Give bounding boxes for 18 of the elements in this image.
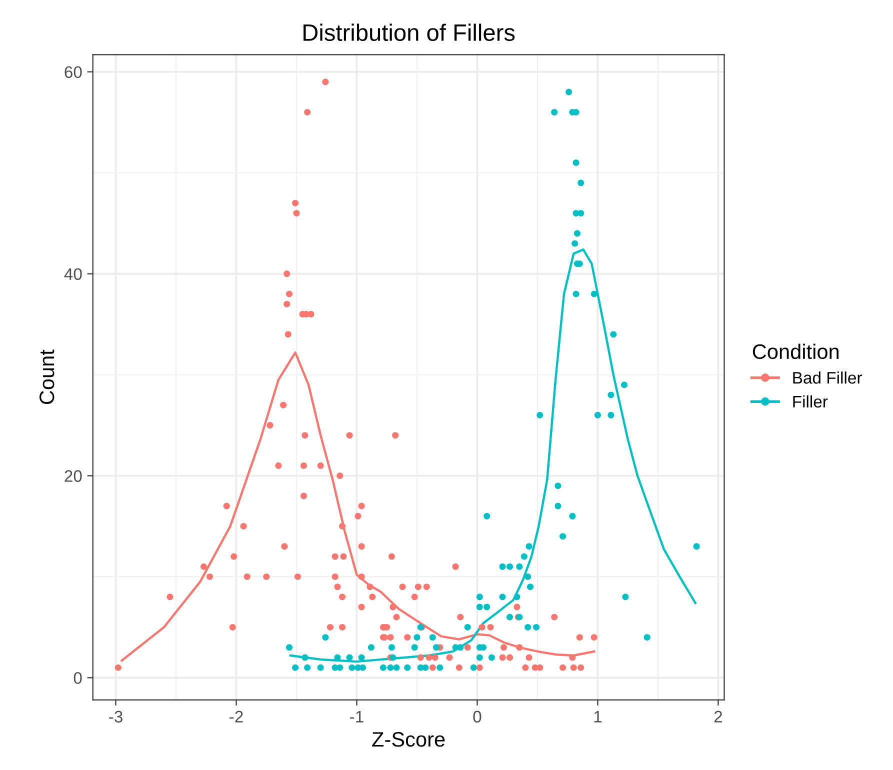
line-series bbox=[120, 351, 596, 662]
legend-label: Filler bbox=[793, 395, 828, 408]
y-tick-label: 0 bbox=[74, 672, 82, 684]
x-tick-label: 1 bbox=[594, 710, 602, 722]
x-tick-label: -2 bbox=[230, 710, 243, 722]
y-axis-title: Count bbox=[39, 350, 54, 404]
x-axis-title: Z-Score bbox=[372, 732, 445, 747]
x-tick-label: 2 bbox=[714, 710, 722, 722]
y-tick-label: 40 bbox=[64, 268, 82, 280]
chart-title: Distribution of Fillers bbox=[304, 24, 515, 42]
x-tick-label: -1 bbox=[350, 710, 364, 722]
x-tick-label: -3 bbox=[109, 710, 122, 723]
y-tick-label: 60 bbox=[64, 66, 82, 78]
x-tick-label: 0 bbox=[473, 710, 482, 723]
line-series bbox=[289, 248, 696, 663]
legend-label: Bad Filler bbox=[793, 371, 862, 384]
legend-title: Condition bbox=[752, 344, 839, 360]
y-tick-label: 20 bbox=[64, 470, 82, 482]
